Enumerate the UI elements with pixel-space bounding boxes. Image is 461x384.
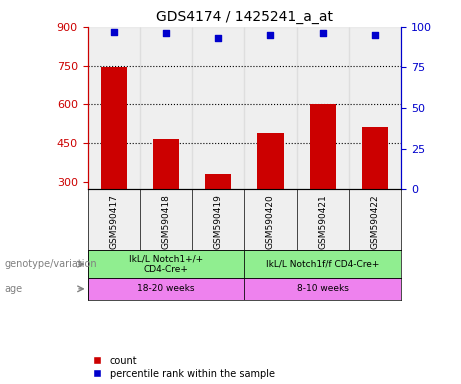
Text: 18-20 weeks: 18-20 weeks [137,285,195,293]
Bar [349,27,401,189]
Bar [153,139,179,259]
Bar [192,27,244,189]
Text: GSM590417: GSM590417 [109,194,118,249]
Point [214,35,222,41]
Bar [100,67,127,259]
Text: GSM590420: GSM590420 [266,194,275,249]
Bar [88,278,244,300]
Text: GSM590421: GSM590421 [318,194,327,249]
Point [162,30,170,36]
Text: genotype/variation: genotype/variation [5,259,97,269]
Bar [362,127,388,259]
Bar [244,250,401,278]
Point [110,29,118,35]
Bar [88,27,140,189]
Title: GDS4174 / 1425241_a_at: GDS4174 / 1425241_a_at [156,10,333,25]
Bar [310,104,336,259]
Text: age: age [5,284,23,294]
Text: IkL/L Notch1+/+
CD4-Cre+: IkL/L Notch1+/+ CD4-Cre+ [129,255,203,274]
Point [371,32,378,38]
Bar [88,250,244,278]
Text: GSM590418: GSM590418 [161,194,171,249]
Text: 8-10 weeks: 8-10 weeks [297,285,349,293]
Legend: count, percentile rank within the sample: count, percentile rank within the sample [93,356,275,379]
Text: GSM590422: GSM590422 [371,194,379,249]
Point [267,32,274,38]
Bar [244,27,296,189]
Bar [296,27,349,189]
Bar [140,27,192,189]
Bar [205,174,231,259]
Text: GSM590419: GSM590419 [214,194,223,249]
Text: IkL/L Notch1f/f CD4-Cre+: IkL/L Notch1f/f CD4-Cre+ [266,260,379,269]
Bar [244,278,401,300]
Point [319,30,326,36]
Bar [257,132,284,259]
